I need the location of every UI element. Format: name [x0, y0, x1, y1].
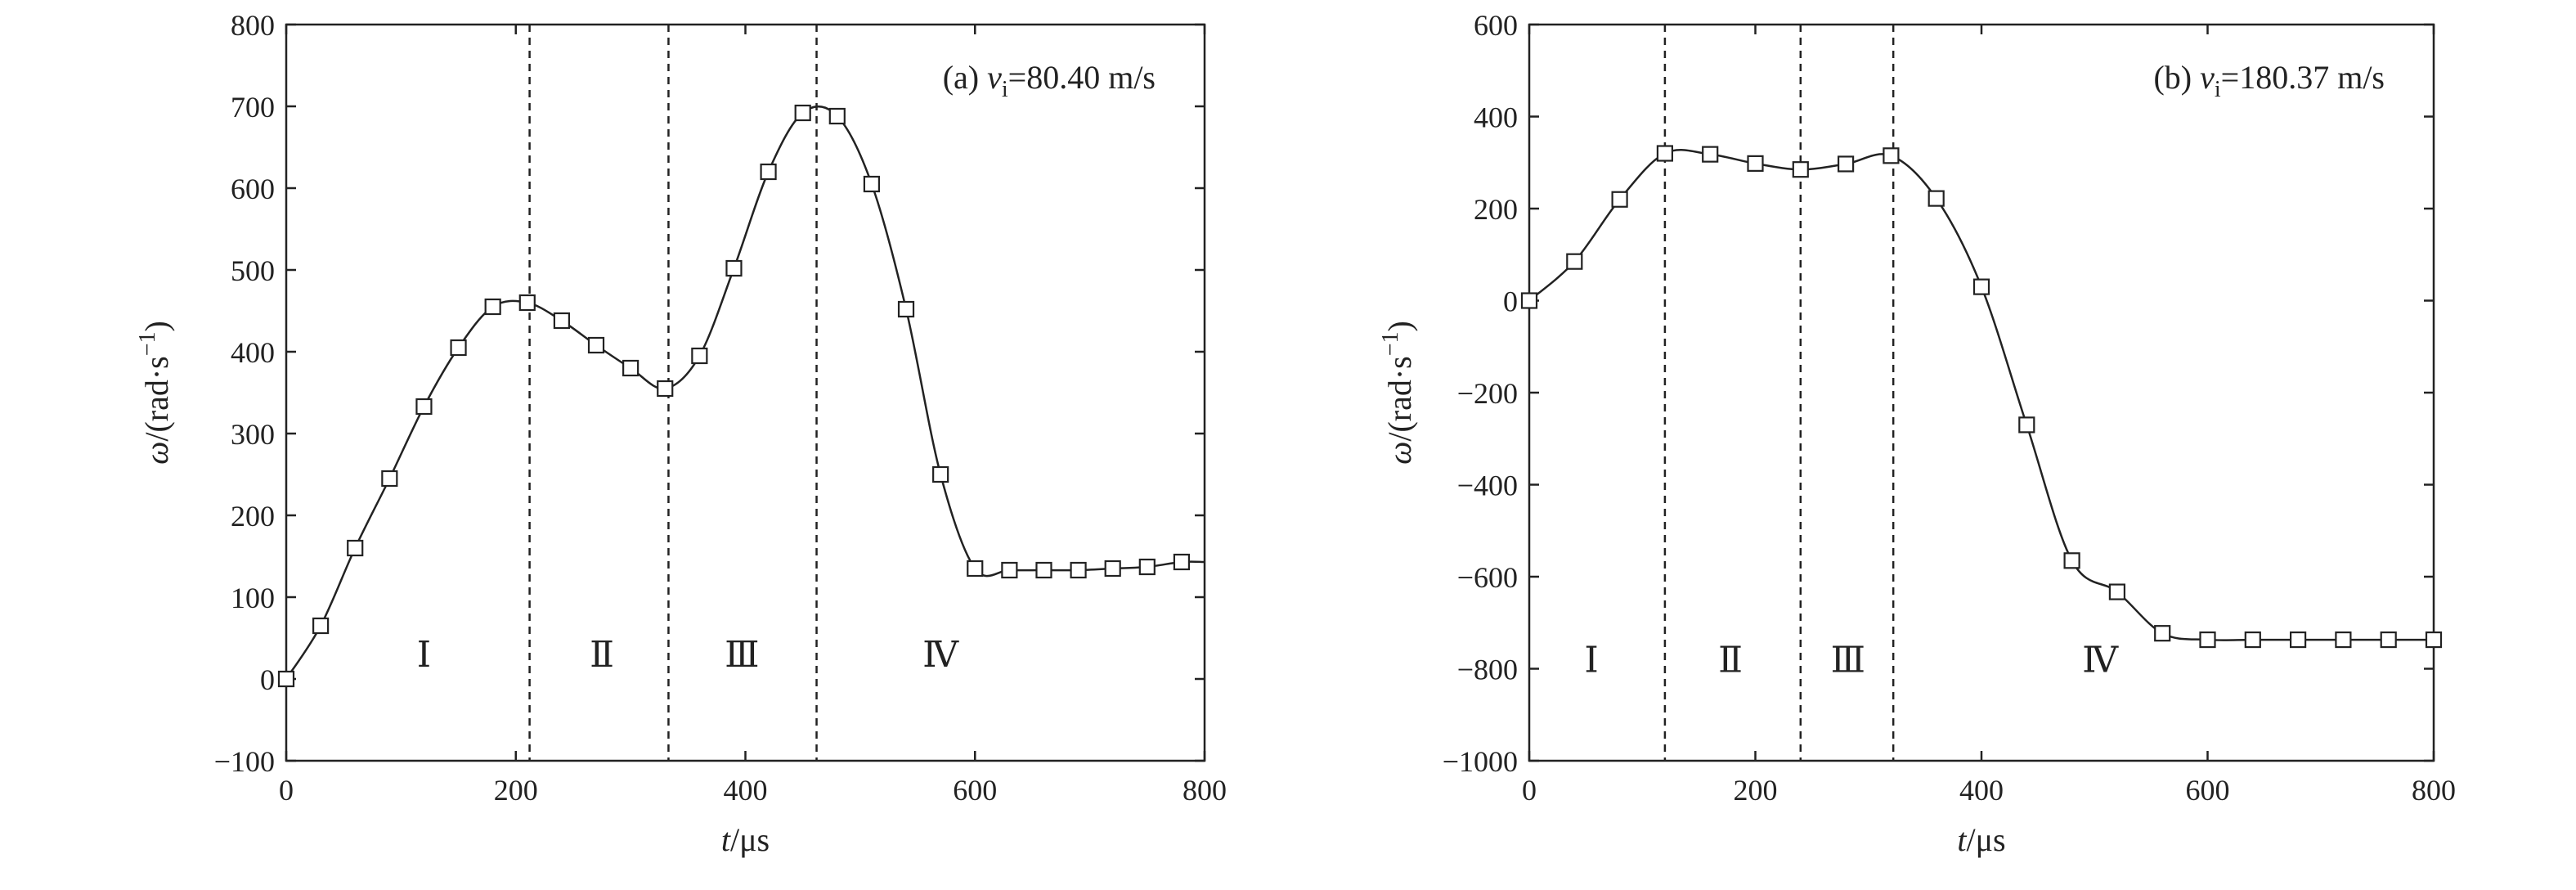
data-point-marker	[2108, 583, 2125, 600]
data-point-marker	[1656, 145, 1674, 162]
panel-annotation: (a) vi=80.40 m/s	[943, 59, 1156, 102]
data-point-marker	[1173, 553, 1191, 571]
data-point-marker	[1972, 278, 1990, 295]
panel-annotation: (b) vi=180.37 m/s	[2153, 59, 2385, 102]
data-point-marker	[2380, 631, 2397, 649]
data-point-marker	[1566, 253, 1583, 270]
data-point-marker	[1838, 155, 1855, 173]
data-point-marker	[1138, 558, 1156, 576]
x-tick-label: 0	[279, 774, 294, 807]
data-point-marker	[1104, 560, 1121, 578]
data-point-marker	[1747, 155, 1764, 172]
region-label: Ⅳ	[2082, 640, 2119, 680]
data-point-marker	[794, 104, 811, 122]
data-point-marker	[415, 398, 433, 416]
data-point-marker	[828, 107, 846, 125]
y-tick-label: 400	[1474, 101, 1518, 134]
x-axis-title: t/μs	[721, 821, 770, 858]
data-point-marker	[932, 465, 949, 483]
y-axis-title: ω/(rad·s−1)	[135, 321, 175, 465]
y-tick-label: 600	[1474, 9, 1518, 42]
series-line	[285, 106, 1205, 680]
data-point-marker	[1792, 161, 1809, 178]
data-point-marker	[277, 670, 295, 688]
y-tick-label: −200	[1457, 377, 1518, 410]
x-tick-label: 800	[1183, 774, 1227, 807]
y-tick-label: 600	[231, 173, 275, 205]
region-label: Ⅱ	[1718, 640, 1743, 680]
data-point-marker	[657, 380, 674, 398]
data-point-marker	[484, 298, 501, 316]
x-tick-label: 400	[724, 774, 768, 807]
data-point-marker	[587, 336, 605, 354]
x-tick-label: 600	[953, 774, 997, 807]
data-point-marker	[967, 560, 984, 578]
data-point-marker	[2018, 416, 2035, 434]
data-point-marker	[1611, 191, 1628, 208]
data-point-marker	[897, 300, 915, 318]
data-point-marker	[622, 359, 640, 377]
data-point-marker	[312, 617, 330, 635]
data-point-marker	[691, 347, 708, 365]
y-tick-label: 0	[1503, 285, 1518, 318]
y-tick-label: −600	[1457, 561, 1518, 594]
data-point-marker	[1520, 292, 1538, 309]
data-point-marker	[1702, 146, 1719, 163]
x-tick-label: 200	[1734, 774, 1778, 807]
data-point-marker	[2154, 625, 2171, 642]
x-tick-label: 800	[2412, 774, 2456, 807]
y-tick-label: 300	[231, 418, 275, 451]
data-point-marker	[450, 339, 467, 357]
data-point-marker	[2244, 631, 2261, 649]
data-point-marker	[2063, 552, 2080, 569]
x-tick-label: 0	[1522, 774, 1537, 807]
data-point-marker	[1001, 561, 1018, 579]
y-tick-label: 200	[1474, 193, 1518, 226]
x-tick-label: 400	[1959, 774, 2004, 807]
y-tick-label: −400	[1457, 470, 1518, 502]
data-point-marker	[518, 294, 536, 312]
x-axis-title: t/μs	[1957, 821, 2005, 858]
data-point-marker	[1070, 561, 1087, 579]
y-tick-label: 700	[231, 91, 275, 124]
data-point-marker	[2425, 631, 2443, 649]
y-tick-label: 200	[231, 500, 275, 533]
data-point-marker	[863, 175, 881, 193]
data-point-marker	[553, 312, 571, 330]
y-tick-label: 400	[231, 336, 275, 369]
x-tick-label: 600	[2186, 774, 2230, 807]
data-point-marker	[2335, 631, 2352, 649]
data-point-marker	[2199, 631, 2216, 649]
region-label: Ⅲ	[725, 635, 759, 675]
series-line	[1528, 149, 2434, 641]
region-label: Ⅲ	[1831, 640, 1865, 680]
data-point-marker	[347, 539, 364, 557]
region-label: Ⅳ	[922, 635, 959, 675]
region-label: Ⅱ	[590, 635, 614, 675]
data-point-marker	[2290, 631, 2307, 649]
chart-panel-a: 0 200 400 600 800−10001002003004005006007008…	[135, 9, 1227, 858]
y-tick-label: −1000	[1443, 745, 1518, 778]
data-point-marker	[760, 163, 777, 181]
y-tick-label: −800	[1457, 654, 1518, 686]
data-point-marker	[1928, 190, 1945, 207]
y-tick-label: 800	[231, 9, 275, 42]
data-point-marker	[725, 259, 743, 277]
region-label: Ⅰ	[1584, 640, 1598, 680]
y-tick-label: 100	[231, 582, 275, 614]
data-point-marker	[381, 470, 398, 488]
data-point-marker	[1035, 561, 1052, 579]
region-label: Ⅰ	[417, 635, 431, 675]
data-point-marker	[1883, 147, 1900, 164]
chart-panel-b: 0 200 400 600 800 −1000 −800 −600 −400 −200 0 200 40…	[1378, 9, 2456, 858]
y-tick-label: 500	[231, 254, 275, 287]
x-tick-label: 200	[494, 774, 538, 807]
y-tick-label: 0	[260, 663, 275, 696]
y-axis-title: ω/(rad·s−1)	[1378, 321, 1418, 465]
y-tick-label: −100	[214, 745, 275, 778]
